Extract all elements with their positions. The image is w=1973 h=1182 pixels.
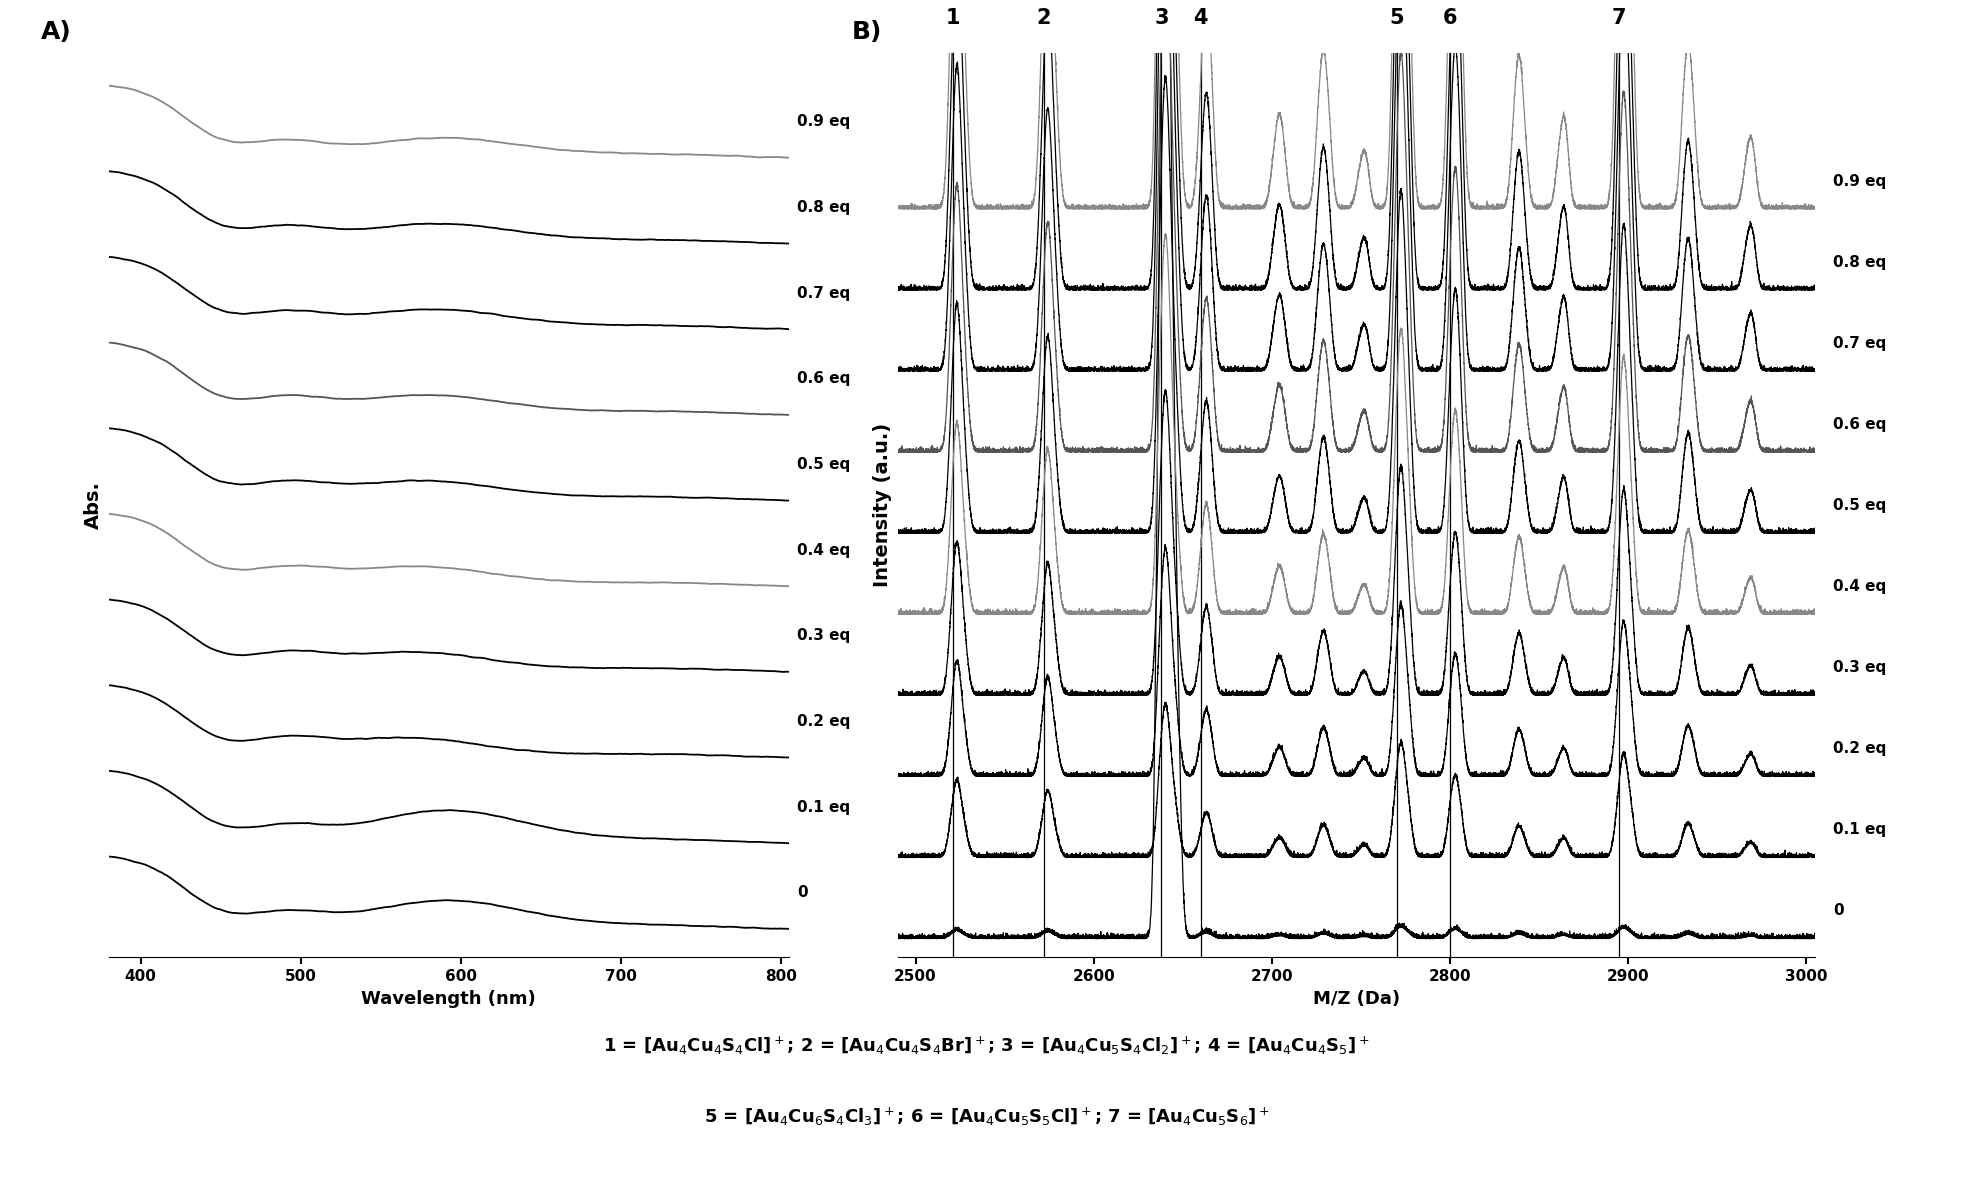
- Text: A): A): [39, 20, 71, 44]
- Text: 0.1 eq: 0.1 eq: [797, 799, 850, 814]
- Text: 0.7 eq: 0.7 eq: [1833, 336, 1886, 351]
- Text: 0.5 eq: 0.5 eq: [797, 457, 850, 472]
- Text: 3: 3: [1154, 8, 1168, 28]
- Text: 4: 4: [1194, 8, 1207, 28]
- Text: 0.8 eq: 0.8 eq: [797, 200, 850, 215]
- Text: 0.8 eq: 0.8 eq: [1833, 254, 1886, 269]
- Text: 0.2 eq: 0.2 eq: [797, 714, 850, 729]
- Text: 7: 7: [1612, 8, 1626, 28]
- X-axis label: M/Z (Da): M/Z (Da): [1312, 989, 1401, 1008]
- Text: B): B): [852, 20, 882, 44]
- Text: 0.4 eq: 0.4 eq: [1833, 579, 1886, 593]
- Text: 1 = [Au$_4$Cu$_4$S$_4$Cl]$^+$; 2 = [Au$_4$Cu$_4$S$_4$Br]$^+$; 3 = [Au$_4$Cu$_5$S: 1 = [Au$_4$Cu$_4$S$_4$Cl]$^+$; 2 = [Au$_…: [604, 1035, 1369, 1057]
- Text: 5 = [Au$_4$Cu$_6$S$_4$Cl$_3$]$^+$; 6 = [Au$_4$Cu$_5$S$_5$Cl]$^+$; 7 = [Au$_4$Cu$: 5 = [Au$_4$Cu$_6$S$_4$Cl$_3$]$^+$; 6 = […: [704, 1106, 1269, 1128]
- Text: 0.3 eq: 0.3 eq: [1833, 660, 1886, 675]
- Text: 2: 2: [1036, 8, 1052, 28]
- Text: 6: 6: [1442, 8, 1458, 28]
- Text: 0.4 eq: 0.4 eq: [797, 543, 850, 558]
- Text: 0.7 eq: 0.7 eq: [797, 286, 850, 300]
- Text: 0.9 eq: 0.9 eq: [797, 115, 850, 129]
- Text: 0.5 eq: 0.5 eq: [1833, 498, 1886, 513]
- Text: 0.9 eq: 0.9 eq: [1833, 174, 1886, 189]
- Text: 0.6 eq: 0.6 eq: [797, 371, 850, 387]
- Text: 0.3 eq: 0.3 eq: [797, 628, 850, 643]
- Y-axis label: Intensity (a.u.): Intensity (a.u.): [874, 423, 892, 587]
- Text: 5: 5: [1389, 8, 1405, 28]
- Text: 0.1 eq: 0.1 eq: [1833, 821, 1886, 837]
- X-axis label: Wavelength (nm): Wavelength (nm): [361, 989, 537, 1008]
- Text: 1: 1: [945, 8, 961, 28]
- Text: 0: 0: [797, 885, 807, 901]
- Text: 0.2 eq: 0.2 eq: [1833, 741, 1886, 756]
- Y-axis label: Abs.: Abs.: [85, 481, 103, 530]
- Text: 0.6 eq: 0.6 eq: [1833, 417, 1886, 431]
- Text: 0: 0: [1833, 903, 1843, 918]
